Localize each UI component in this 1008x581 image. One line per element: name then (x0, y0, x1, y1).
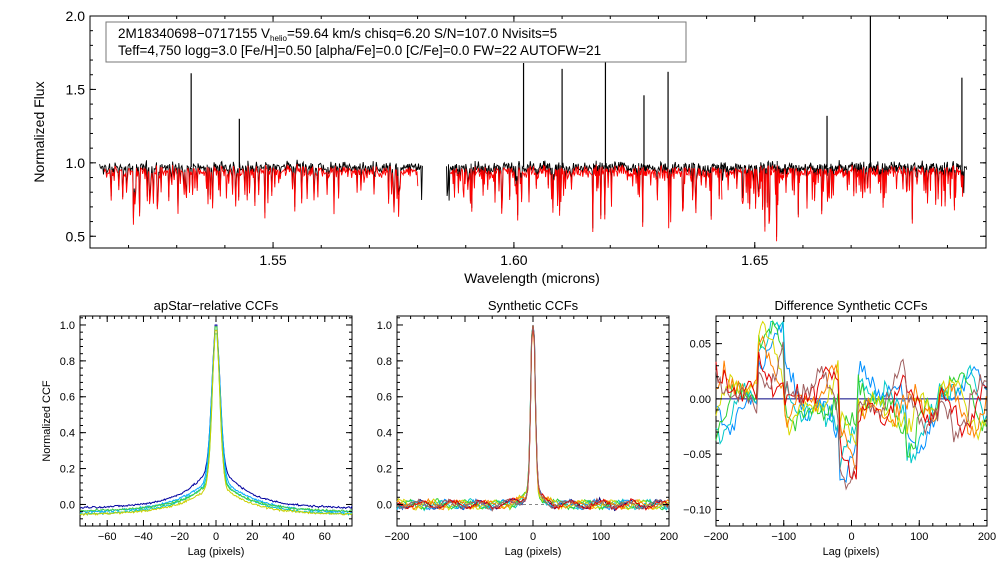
difference-ccf-ytick-label: 0.00 (690, 394, 711, 406)
spectrum-model-line (450, 164, 723, 233)
spectrum-xtick-label: 1.55 (259, 252, 286, 268)
synthetic-ccf-series-line (396, 324, 670, 512)
difference-ccf-ytick-label: −0.10 (683, 504, 711, 516)
spectrum-ytick-label: 1.0 (66, 155, 86, 171)
difference-ccf-xtick-label: 200 (978, 531, 996, 543)
synthetic-ccf-series-line (396, 324, 670, 512)
apstar-ccf-series-line (79, 324, 353, 510)
synthetic-ccf-series-line (396, 324, 670, 511)
apstar-ccf-ytick-label: 0.4 (60, 428, 75, 440)
synthetic-ccf-ytick-label: 0.0 (377, 499, 392, 511)
synthetic-ccf-xtick-label: 0 (530, 531, 536, 543)
apstar-ccf-lines (79, 324, 353, 517)
spectrum-model-line (724, 164, 964, 242)
synthetic-ccf-title: Synthetic CCFs (488, 298, 579, 313)
apstar-ccf-xtick-label: 40 (282, 531, 294, 543)
difference-ccf-xtick-label: 0 (848, 531, 854, 543)
apstar-ccf-xtick-label: −20 (170, 531, 189, 543)
difference-ccf-series-line (715, 321, 987, 484)
info-line-2: Teff=4,750 logg=3.0 [Fe/H]=0.50 [alpha/F… (118, 43, 601, 58)
synthetic-ccf-plot-frame (396, 315, 670, 527)
spectrum-ytick-label: 2.0 (66, 8, 86, 24)
spectrum-ytick-label: 1.5 (66, 81, 86, 97)
apstar-ccf-ytick-label: 0.2 (60, 463, 75, 475)
apstar-ccf-xtick-label: 0 (213, 531, 219, 543)
apstar-ccf-ytick-label: 1.0 (60, 320, 75, 332)
difference-ccf-xtick-label: 100 (910, 531, 928, 543)
apstar-ccf-plot-frame (79, 315, 353, 527)
synthetic-ccf-ytick-label: 1.0 (377, 320, 392, 332)
synthetic-ccf-ytick-label: 0.8 (377, 356, 392, 368)
apstar-ccf-ytick-label: 0.0 (60, 499, 75, 511)
difference-ccf-series-line (715, 351, 987, 480)
difference-ccf-lines (715, 319, 987, 491)
spectrum-axes: 1.55 1.60 1.65 0.5 1.0 1.5 2.0 (66, 8, 986, 268)
synthetic-ccf-series-line (396, 324, 670, 511)
apstar-ccf-xlabel: Lag (pixels) (188, 546, 245, 558)
difference-ccf-ytick-label: 0.05 (690, 339, 711, 351)
synthetic-ccf-axes: −200 −100 0 100 200 0.0 0.2 0.4 0.6 0.8 1.0 (377, 316, 678, 543)
apstar-ccf-series-line (79, 333, 353, 516)
difference-ccf-ytick-label: −0.05 (683, 449, 711, 461)
synthetic-ccf-xtick-label: 100 (592, 531, 610, 543)
apstar-ccf-xtick-label: 20 (246, 531, 258, 543)
apstar-ccf-axes: −60 −40 −20 0 20 40 60 0.0 0.2 0.4 0.6 0.8 1.0 (60, 316, 352, 543)
difference-ccf-axes: −200 −100 0 100 200 −0.10 −0.05 0.00 0.05 (683, 316, 996, 543)
synthetic-ccf-series-line (396, 324, 670, 512)
synthetic-ccf-xtick-label: −100 (453, 531, 478, 543)
synthetic-ccf-ytick-label: 0.2 (377, 463, 392, 475)
spectrum-lines (99, 16, 968, 242)
spectrum-ytick-label: 0.5 (66, 228, 86, 244)
difference-ccf-panel: −200 −100 0 100 200 −0.10 −0.05 0.00 0.05 Differ… (683, 298, 996, 558)
synthetic-ccf-series-line (396, 324, 670, 511)
apstar-ccf-xtick-label: −60 (98, 531, 117, 543)
apstar-ccf-ytick-label: 0.6 (60, 392, 75, 404)
synthetic-ccf-lines (396, 324, 670, 512)
difference-ccf-plot-frame (715, 315, 988, 527)
spectrum-panel: 1.55 1.60 1.65 0.5 1.0 1.5 2.0 2M18340698−0717… (31, 8, 987, 286)
synthetic-ccf-xtick-label: 200 (660, 531, 678, 543)
spectrum-ylabel: Normalized Flux (31, 81, 47, 182)
synthetic-ccf-xlabel: Lag (pixels) (505, 546, 562, 558)
apstar-ccf-ylabel: Normalized CCF (41, 380, 53, 462)
spectrum-xlabel: Wavelength (microns) (464, 270, 600, 286)
apstar-ccf-series-line (80, 329, 353, 514)
apstar-ccf-title: apStar−relative CCFs (154, 298, 279, 313)
synthetic-ccf-panel: −200 −100 0 100 200 0.0 0.2 0.4 0.6 0.8 1.0 Synthe… (377, 298, 678, 558)
info-box (105, 21, 687, 63)
difference-ccf-series-line (715, 341, 987, 491)
difference-ccf-series-line (715, 334, 987, 471)
apstar-ccf-series-line (79, 329, 353, 517)
synthetic-ccf-ytick-label: 0.6 (377, 392, 392, 404)
spectrum-model-line (103, 163, 419, 225)
difference-ccf-xlabel: Lag (pixels) (823, 546, 880, 558)
apstar-ccf-xtick-label: −40 (134, 531, 153, 543)
synthetic-ccf-series-line (396, 324, 670, 511)
difference-ccf-title: Difference Synthetic CCFs (775, 298, 928, 313)
difference-ccf-series-line (715, 320, 987, 448)
spectrum-plot-frame (89, 15, 987, 249)
apstar-ccf-series-line (79, 326, 353, 513)
spectrum-xtick-label: 1.65 (741, 252, 768, 268)
info-line-1: 2M18340698−0717155 Vhelio=59.64 km/s chi… (118, 26, 557, 43)
apstar-ccf-xtick-label: 60 (319, 531, 331, 543)
synthetic-ccf-ytick-label: 0.4 (377, 428, 392, 440)
difference-ccf-xtick-label: −100 (771, 531, 796, 543)
synthetic-ccf-xtick-label: −200 (385, 531, 410, 543)
difference-ccf-xtick-label: −200 (704, 531, 729, 543)
apstar-ccf-ytick-label: 0.8 (60, 356, 75, 368)
spectrum-xtick-label: 1.60 (500, 252, 527, 268)
synthetic-ccf-series-line (396, 324, 670, 511)
apstar-ccf-panel: −60 −40 −20 0 20 40 60 0.0 0.2 0.4 0.6 0.8 1.0 apSta… (41, 298, 353, 558)
